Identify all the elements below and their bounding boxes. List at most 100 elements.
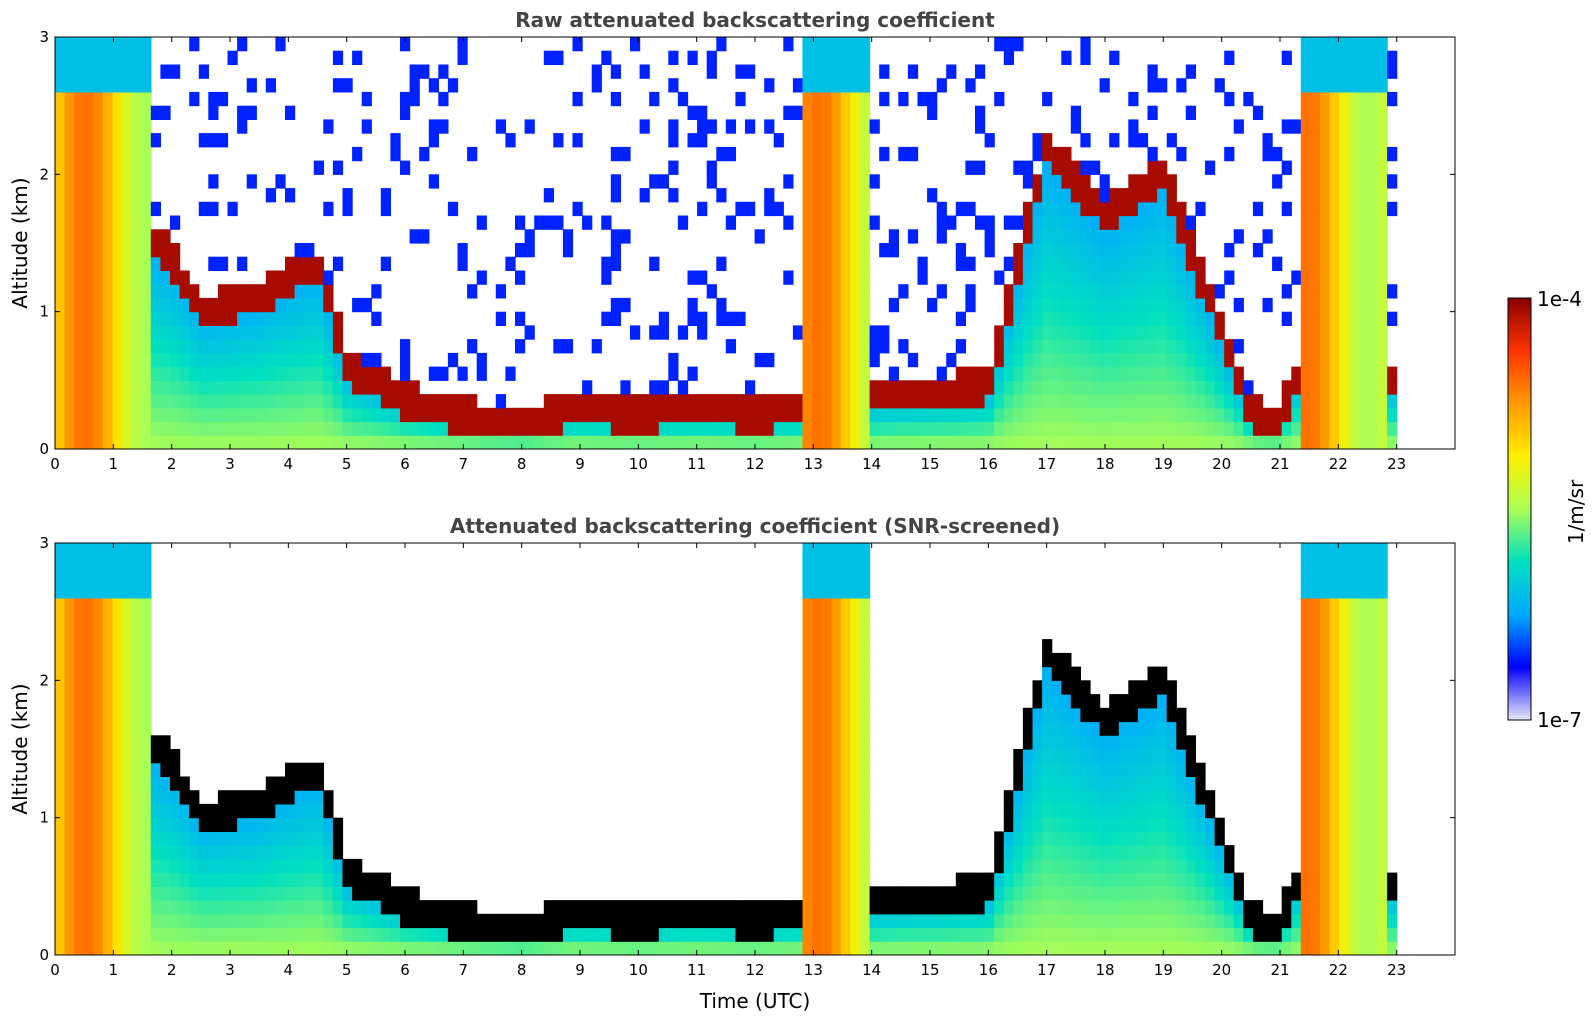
heatmap-cell [1157,312,1167,326]
heatmap-cell [812,408,822,422]
heatmap-cell [314,435,324,449]
heatmap-cell [841,188,851,202]
heatmap-cell [256,298,266,312]
heatmap-cell [295,763,305,777]
heatmap-cell [1368,914,1378,928]
heatmap-cell [1128,941,1138,955]
heatmap-cell [170,928,180,942]
heatmap-cell [1071,763,1081,777]
heatmap-cell [93,353,103,367]
heatmap-cell [1349,367,1359,381]
heatmap-cell [1119,749,1129,763]
heatmap-cell [1243,422,1253,436]
heatmap-cell [831,188,841,202]
heatmap-cell [1358,161,1368,175]
heatmap-cell [860,831,870,845]
heatmap-cell [1176,845,1186,859]
heatmap-cell [1167,859,1177,873]
heatmap-cell [266,435,276,449]
heatmap-cell [1100,722,1110,736]
heatmap-cell [505,367,515,381]
heatmap-cell [1387,900,1397,914]
heatmap-cell [438,900,448,914]
heatmap-cell [1052,271,1062,285]
heatmap-cell [275,174,285,188]
heatmap-cell [908,408,918,422]
heatmap-cell [649,900,659,914]
heatmap-cell [1368,667,1378,681]
heatmap-cell [285,763,295,777]
heatmap-cell [1013,271,1023,285]
heatmap-cell [55,298,65,312]
heatmap-cell [1157,941,1167,955]
heatmap-cell [1195,339,1205,353]
heatmap-cell [822,51,832,65]
heatmap-cell [582,941,592,955]
x-tick-label: 19 [1154,961,1173,979]
heatmap-cell [1186,900,1196,914]
heatmap-cell [1195,257,1205,271]
heatmap-cell [275,845,285,859]
heatmap-cell [1090,202,1100,216]
heatmap-cell [1301,886,1311,900]
heatmap-cell [1358,625,1368,639]
heatmap-cell [1224,422,1234,436]
heatmap-cell [84,900,94,914]
heatmap-cell [889,914,899,928]
heatmap-cell [1349,422,1359,436]
heatmap-cell [84,380,94,394]
heatmap-cell [1013,312,1023,326]
heatmap-cell [735,394,745,408]
colorbar: 1e-4 1e-7 1/m/sr [1508,287,1588,732]
heatmap-cell [1186,380,1196,394]
x-tick-label: 19 [1154,455,1173,473]
heatmap-cell [237,106,247,120]
heatmap-cell [400,380,410,394]
heatmap-cell [1378,65,1388,79]
heatmap-cell [1301,859,1311,873]
heatmap-cell [640,900,650,914]
heatmap-cell [1013,339,1023,353]
heatmap-cell [726,914,736,928]
heatmap-cell [553,339,563,353]
heatmap-cell [285,928,295,942]
y-tick-label: 3 [39,28,49,46]
heatmap-cell [122,900,132,914]
heatmap-cell [103,119,113,133]
heatmap-cell [1013,928,1023,942]
heatmap-cell [822,735,832,749]
heatmap-cell [1080,708,1090,722]
heatmap-cell [1378,202,1388,216]
heatmap-cell [975,435,985,449]
heatmap-cell [295,367,305,381]
heatmap-cell [208,325,218,339]
heatmap-cell [1358,749,1368,763]
heatmap-cell [160,353,170,367]
heatmap-cell [831,584,841,598]
heatmap-cell [1176,763,1186,777]
x-tick-label: 10 [629,961,648,979]
heatmap-cell [1378,790,1388,804]
heatmap-cell [343,367,353,381]
heatmap-cell [1157,845,1167,859]
y-tick-label: 0 [39,946,49,964]
heatmap-cell [1253,394,1263,408]
heatmap-cell [1061,653,1071,667]
heatmap-cell [295,284,305,298]
heatmap-cell [1263,914,1273,928]
heatmap-cell [1148,763,1158,777]
heatmap-cell [1224,873,1234,887]
heatmap-cell [1167,325,1177,339]
heatmap-cell [93,119,103,133]
heatmap-cell [812,859,822,873]
heatmap-cell [228,873,238,887]
heatmap-cell [1148,941,1158,955]
heatmap-cell [237,339,247,353]
heatmap-cell [84,408,94,422]
heatmap-cell [774,900,784,914]
heatmap-cell [898,900,908,914]
heatmap-cell [122,571,132,585]
heatmap-cell [486,941,496,955]
heatmap-cell [898,435,908,449]
heatmap-cell [189,339,199,353]
